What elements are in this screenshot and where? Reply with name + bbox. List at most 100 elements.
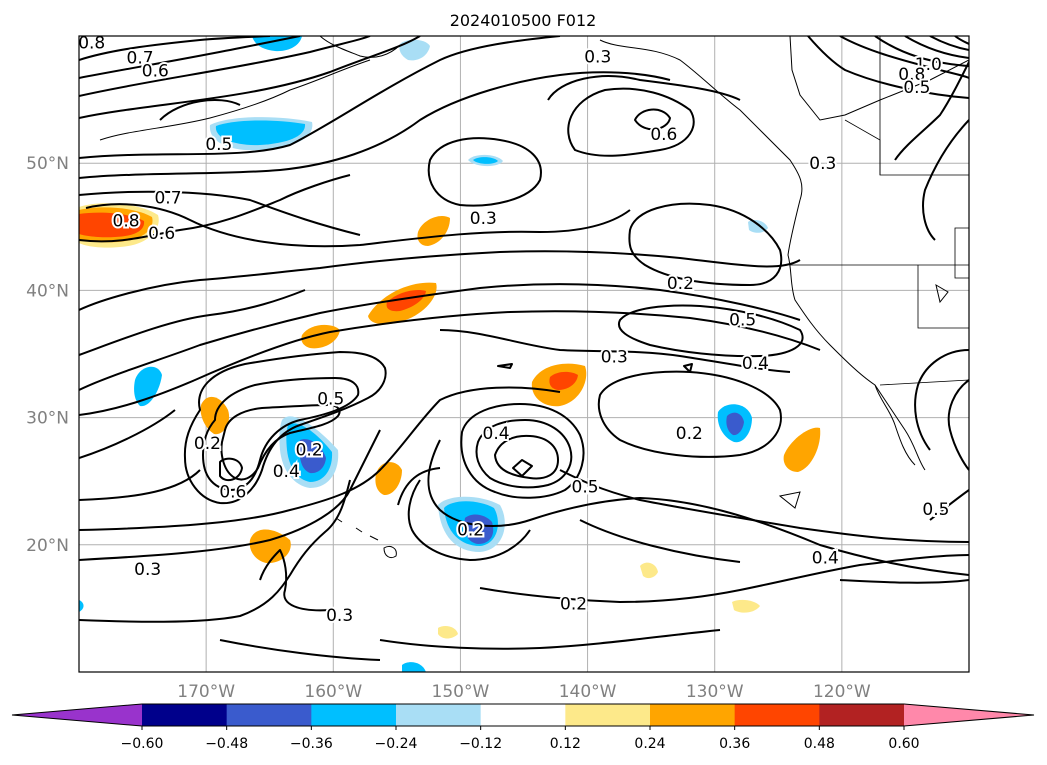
contour-label: 0.5 xyxy=(903,78,930,98)
island xyxy=(935,283,949,304)
contour-label: 0.5 xyxy=(317,390,344,410)
border-us-mexico xyxy=(879,379,969,386)
anomaly-negative-region xyxy=(215,120,306,146)
contour-label: 0.2 xyxy=(457,521,484,541)
anomaly-positive-region xyxy=(301,324,340,349)
lat-tick-label: 20°N xyxy=(26,536,69,556)
map-content: 0.80.70.60.50.30.60.30.80.70.60.30.20.50… xyxy=(78,33,969,672)
contour-label: 0.4 xyxy=(273,462,300,482)
contour-label: 0.8 xyxy=(898,65,925,85)
colorbar-extend-low xyxy=(12,704,142,726)
coastline-alaska-peninsula xyxy=(319,36,401,58)
lon-tick-label: 170°W xyxy=(177,682,235,702)
coastline-aleutians xyxy=(99,59,371,141)
lon-tick-label: 150°W xyxy=(432,682,490,702)
lon-tick-label: 140°W xyxy=(559,682,617,702)
anomaly-negative-region xyxy=(299,439,326,474)
lat-tick-label: 40°N xyxy=(26,281,69,301)
contour-label: 0.4 xyxy=(483,424,510,444)
contour-labels: 0.80.70.60.50.30.60.30.80.70.60.30.20.50… xyxy=(78,33,951,628)
contour-label: 0.2 xyxy=(560,594,587,614)
coastline-alaska-panhandle xyxy=(599,39,803,201)
contour-label: 0.3 xyxy=(584,47,611,67)
lat-tick-label: 50°N xyxy=(26,154,69,174)
contour-label: 0.6 xyxy=(142,61,169,81)
colorbar-tick-label: 0.48 xyxy=(804,736,835,752)
anomaly-positive-region xyxy=(732,599,760,613)
hawaiian-islands xyxy=(335,517,397,559)
contour-label: 0.4 xyxy=(742,354,769,374)
anomaly-positive-region xyxy=(386,290,426,312)
colorbar-bin xyxy=(819,704,905,726)
contour-label: 0.2 xyxy=(296,440,323,460)
contour-closed-small xyxy=(778,491,801,509)
colorbar-bin xyxy=(734,704,820,726)
colorbar-tick-label: 0.12 xyxy=(550,736,581,752)
contour-label: 0.3 xyxy=(134,560,161,580)
colorbar-tick-label: 0.60 xyxy=(888,736,919,752)
lake-outline xyxy=(954,227,969,279)
contour-label: 0.6 xyxy=(219,482,246,502)
contour-label: 0.5 xyxy=(729,311,756,331)
contour-label: 0.2 xyxy=(676,424,703,444)
anomaly-positive-region xyxy=(375,462,402,496)
islands xyxy=(335,283,949,559)
colorbar-tick-label: −0.48 xyxy=(205,736,248,752)
colorbar-tick-label: −0.36 xyxy=(290,736,333,752)
colorbar-bin xyxy=(226,704,312,726)
colorbar-tick-label: −0.60 xyxy=(121,736,164,752)
colorbar-tick-label: −0.12 xyxy=(459,736,502,752)
coastline-baja xyxy=(874,384,916,466)
colorbar-bin xyxy=(565,704,651,726)
anomaly-positive-region xyxy=(79,212,145,238)
contour-label: 0.4 xyxy=(812,549,839,569)
contours xyxy=(79,36,969,661)
contour-label: 0.7 xyxy=(154,189,181,209)
contour-label: 0.5 xyxy=(922,500,949,520)
anomaly-negative-region xyxy=(473,157,498,164)
contour-label: 0.3 xyxy=(470,209,497,229)
map-frame xyxy=(78,35,970,673)
anomaly-negative-region xyxy=(464,514,494,544)
contour-label: 0.3 xyxy=(326,606,353,626)
contour-label: 0.5 xyxy=(572,477,599,497)
contour-label: 0.5 xyxy=(205,135,232,155)
coastline-west-coast xyxy=(787,199,926,471)
contour-label: 0.7 xyxy=(127,49,154,69)
anomaly-negative-region xyxy=(79,600,84,612)
lat-tick-label: 30°N xyxy=(26,409,69,429)
contour-label: 0.8 xyxy=(113,211,140,231)
colorbar-tick-label: 0.24 xyxy=(634,736,665,752)
colorbar-extend-high xyxy=(904,704,1034,726)
colorbar-tick-label: 0.36 xyxy=(719,736,750,752)
lon-tick-label: 120°W xyxy=(813,682,871,702)
contour-label: 0.2 xyxy=(667,274,694,294)
anomaly-negative-region xyxy=(402,662,426,672)
colorbar-bin xyxy=(396,704,482,726)
contour-label: 1.0 xyxy=(915,55,942,75)
colorbar-bin xyxy=(311,704,397,726)
anomaly-negative-region xyxy=(399,39,430,61)
contour-label: 0.8 xyxy=(78,33,105,53)
anomaly-positive-region xyxy=(438,626,458,639)
anomaly-positive-region xyxy=(783,427,821,472)
contour-label: 0.3 xyxy=(809,154,836,174)
lon-tick-label: 130°W xyxy=(686,682,744,702)
anomaly-negative-region xyxy=(726,412,744,436)
anomaly-positive-region xyxy=(549,371,578,390)
contour-label: 0.2 xyxy=(194,434,221,454)
colorbar-bin xyxy=(142,704,228,726)
coastline-alaska xyxy=(789,36,969,121)
colorbar: −0.60 −0.48 −0.36 −0.24 −0.12 0.12 0.24 0.36 0.4… xyxy=(11,703,1035,752)
lon-tick-label: 160°W xyxy=(304,682,362,702)
colorbar-bin xyxy=(480,704,566,726)
axis-labels: 50°N 40°N 30°N 20°N 170°W 160°W 150°W 140°W 130°… xyxy=(26,154,871,702)
anomaly-positive-region xyxy=(640,562,658,579)
colorbar-bin xyxy=(650,704,736,726)
border-province xyxy=(844,119,881,175)
contour-label: 0.6 xyxy=(148,224,175,244)
contour-label: 0.6 xyxy=(650,125,677,145)
border-state-line xyxy=(917,265,969,329)
map-title: 2024010500 F012 xyxy=(450,11,597,30)
contour-label: 0.3 xyxy=(601,348,628,368)
